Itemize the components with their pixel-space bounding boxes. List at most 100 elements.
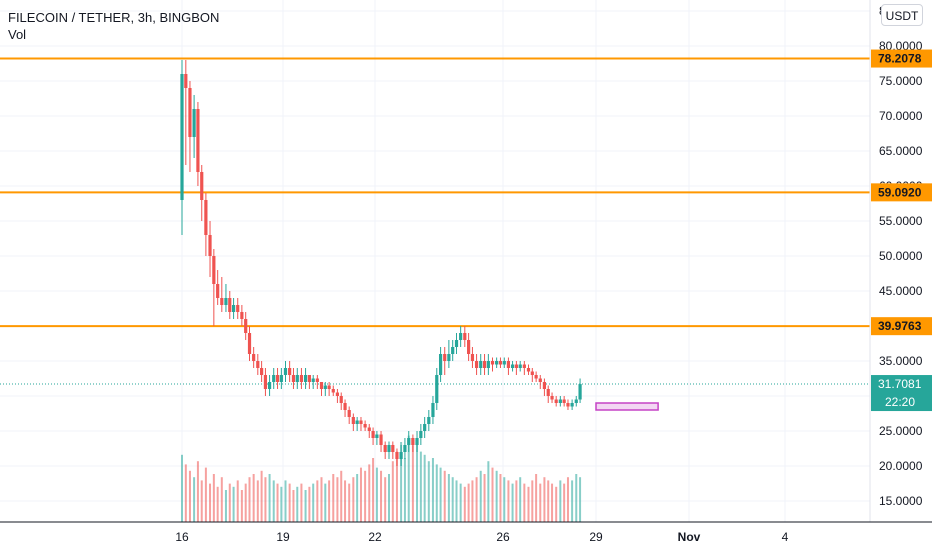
support-zone[interactable] xyxy=(595,402,659,411)
volume-bar xyxy=(455,480,458,522)
volume-bar xyxy=(551,483,554,522)
volume-bar xyxy=(443,470,446,522)
volume-bar xyxy=(340,470,343,522)
volume-bar xyxy=(276,483,279,522)
volume-bar xyxy=(296,486,299,522)
volume-bar xyxy=(220,477,223,522)
candle-body xyxy=(208,235,212,256)
volume-bar xyxy=(324,483,327,522)
candle-body xyxy=(351,417,355,424)
candle-body xyxy=(438,354,443,375)
candle-body xyxy=(307,375,311,382)
volume-bar xyxy=(193,477,196,522)
candle-body xyxy=(506,361,511,368)
candle-body xyxy=(383,445,387,452)
volume-bar xyxy=(200,480,203,522)
price-tick-label: 35.0000 xyxy=(879,354,923,368)
chart-grid xyxy=(0,0,870,522)
time-tick-label: 29 xyxy=(589,530,603,544)
candle-body xyxy=(303,375,308,382)
price-tick-label: 75.0000 xyxy=(879,74,923,88)
volume-bar xyxy=(471,480,474,522)
candle-body xyxy=(256,361,260,368)
price-tick-label: 65.0000 xyxy=(879,144,923,158)
volume-bar xyxy=(332,474,335,522)
candle-body xyxy=(184,74,188,88)
candle-body xyxy=(295,375,299,382)
candle-body xyxy=(279,375,283,382)
candle-body xyxy=(522,364,526,368)
volume-bar xyxy=(348,483,351,522)
volume-bar xyxy=(575,474,578,522)
volume-bar xyxy=(483,474,486,522)
candle-body xyxy=(435,375,439,403)
candle-body xyxy=(566,403,570,407)
volume-bar xyxy=(240,490,243,522)
volume-bar xyxy=(384,477,387,522)
candle-body xyxy=(359,420,363,424)
volume-bar xyxy=(427,461,430,522)
volume-bar xyxy=(256,480,259,522)
volume-bar xyxy=(566,477,569,522)
candle-body xyxy=(244,319,248,333)
volume-bar xyxy=(507,480,510,522)
symbol-title: FILECOIN / TETHER, 3h, BINGBON xyxy=(8,10,220,25)
candle-body xyxy=(574,399,578,403)
candle-body xyxy=(379,434,383,445)
volume-bar xyxy=(336,477,339,522)
volume-bar xyxy=(280,486,283,522)
volume-bar xyxy=(495,470,498,522)
candle-body xyxy=(454,340,459,347)
candle-body xyxy=(423,424,427,431)
volume-bar xyxy=(292,490,295,522)
countdown-text: 22:20 xyxy=(885,395,915,409)
volume-bar xyxy=(451,477,454,522)
volume-bar xyxy=(368,464,371,522)
candle-body xyxy=(470,354,475,361)
volume-bar xyxy=(543,477,546,522)
candle-body xyxy=(263,375,268,389)
volume-bar xyxy=(260,470,263,522)
candle-body xyxy=(216,284,220,298)
candle-body xyxy=(463,333,467,340)
candle-body xyxy=(319,382,324,389)
volume-bar xyxy=(228,483,231,522)
price-axis[interactable]: 85.000080.000075.000070.000065.000060.00… xyxy=(869,0,923,522)
volume-bar xyxy=(487,461,490,522)
candle-body xyxy=(403,445,407,452)
candle-body xyxy=(371,431,375,438)
volume-bar xyxy=(403,458,406,522)
candle-body xyxy=(411,438,415,445)
candle-body xyxy=(252,354,256,361)
candle-body xyxy=(554,399,558,403)
candle-body xyxy=(204,200,208,235)
volume-bar xyxy=(475,477,478,522)
candlesticks xyxy=(180,60,582,466)
candle-body xyxy=(180,74,184,200)
volume-bar xyxy=(181,454,183,522)
time-axis[interactable]: 16 19 22 26 29 Nov 4 xyxy=(0,521,932,544)
candle-body xyxy=(419,431,423,438)
level-price-text: 78.2078 xyxy=(878,52,922,66)
candle-body xyxy=(363,424,367,428)
candle-body xyxy=(220,298,224,305)
level-price-text: 39.9763 xyxy=(878,319,922,333)
candle-body xyxy=(240,312,244,319)
volume-bar xyxy=(320,477,323,522)
currency-button[interactable]: USDT xyxy=(881,4,923,26)
volume-bar xyxy=(535,474,538,522)
candle-body xyxy=(315,378,319,382)
volume-bar xyxy=(503,477,506,522)
volume-bar xyxy=(539,483,542,522)
candle-body xyxy=(459,333,463,340)
level-price-tag xyxy=(871,49,932,68)
time-tick-label: 22 xyxy=(368,530,382,544)
candle-body xyxy=(367,427,371,431)
volume-bar xyxy=(411,445,414,522)
volume-bar xyxy=(435,464,438,522)
candle-body xyxy=(343,403,347,410)
volume-bar xyxy=(284,480,287,522)
horizontal-levels[interactable] xyxy=(0,57,870,385)
candle-body xyxy=(236,305,240,312)
